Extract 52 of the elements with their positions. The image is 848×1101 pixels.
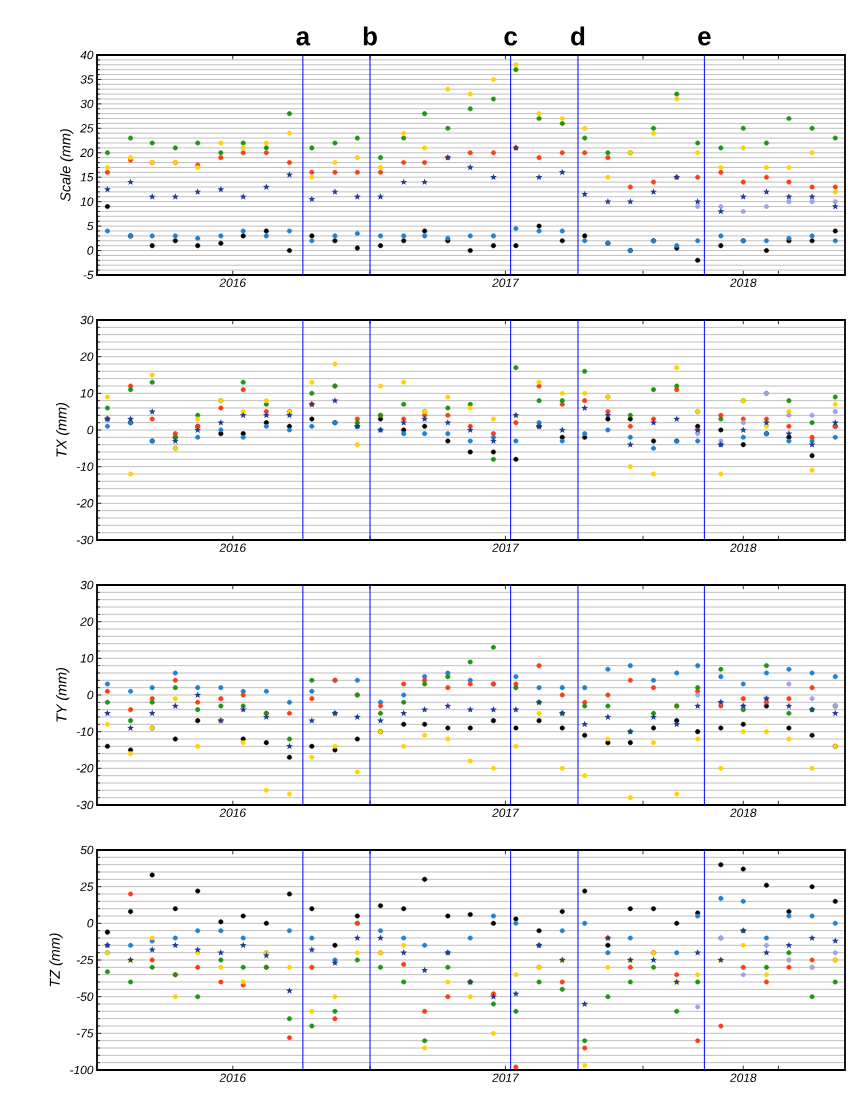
x-tick-label: 2016 [219, 808, 247, 817]
x-tick-label: 2017 [492, 543, 520, 552]
y-tick-label: 25 [80, 882, 94, 891]
y-tick-label: 10 [80, 654, 94, 663]
y-tick-label: -5 [83, 270, 94, 280]
x-tick-label: 2018 [729, 278, 757, 287]
y-tick-label: 10 [80, 389, 94, 398]
y-tick-label: -100 [70, 1065, 94, 1075]
ref-line-label: e [698, 31, 711, 46]
y-tick-label: 30 [80, 99, 94, 109]
y-tick-label: 35 [80, 75, 94, 84]
y-tick-label: 10 [80, 197, 94, 206]
x-tick-label: 2017 [492, 1073, 520, 1082]
x-tick-label: 2016 [219, 1073, 247, 1082]
x-tick-label: 2017 [492, 278, 520, 287]
y-tick-label: 30 [80, 580, 94, 590]
x-tick-label: 2018 [729, 1073, 757, 1082]
y-tick-label: -10 [76, 462, 94, 471]
y-axis-title: TY (mm) [56, 667, 70, 722]
ref-line-label: b [363, 26, 377, 46]
y-tick-label: -20 [76, 499, 94, 508]
y-axis-title: TX (mm) [56, 402, 70, 457]
y-tick-label: 0 [87, 425, 94, 435]
y-tick-label: 30 [80, 315, 94, 325]
ref-line-label: a [296, 31, 311, 46]
y-tick-label: 15 [80, 173, 94, 182]
y-tick-label: 40 [80, 50, 94, 60]
y-axis-title: TZ (mm) [49, 933, 63, 987]
x-tick-label: 2016 [219, 278, 247, 287]
y-axis-title: Scale (mm) [59, 129, 74, 202]
y-tick-label: 0 [87, 919, 94, 928]
y-tick-label: 50 [80, 845, 94, 855]
x-tick-label: 2018 [729, 543, 757, 552]
ref-line-label: d [571, 26, 585, 46]
y-tick-label: 20 [80, 148, 94, 157]
y-tick-label: 0 [87, 690, 94, 700]
y-tick-label: 25 [80, 124, 94, 133]
y-tick-label: -20 [76, 764, 94, 773]
y-tick-label: 20 [80, 617, 94, 626]
x-tick-label: 2016 [219, 543, 247, 552]
y-tick-label: 5 [87, 221, 94, 231]
y-tick-label: 0 [87, 246, 94, 255]
x-tick-label: 2018 [729, 808, 757, 817]
y-tick-label: -30 [76, 800, 94, 810]
y-tick-label: -75 [76, 1029, 94, 1038]
x-tick-label: 2017 [492, 808, 520, 817]
y-tick-label: -50 [76, 992, 94, 1001]
y-tick-label: 20 [80, 352, 94, 361]
y-tick-label: -30 [76, 535, 94, 545]
y-tick-label: -25 [76, 955, 94, 965]
y-tick-label: -10 [76, 727, 94, 736]
ref-line-label: c [504, 31, 518, 46]
